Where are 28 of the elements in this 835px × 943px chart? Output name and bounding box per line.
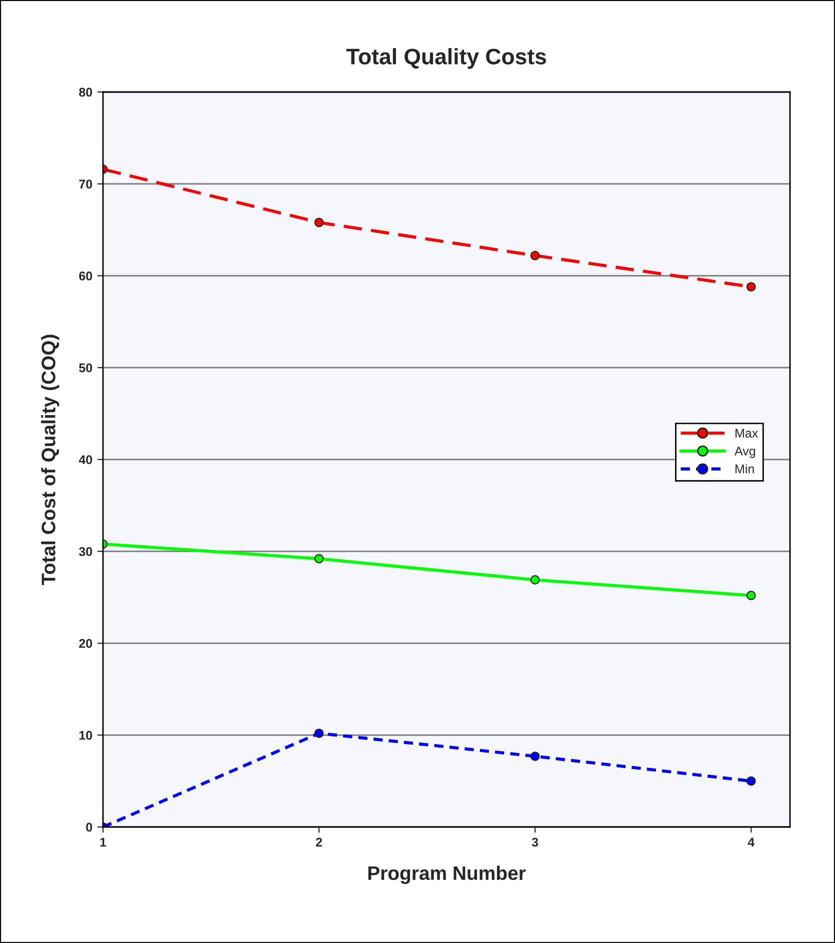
x-tick-label: 4 <box>748 838 755 846</box>
legend-label: Min <box>736 464 754 474</box>
point <box>530 575 540 585</box>
point <box>746 776 756 786</box>
y-tick-label: 30 <box>78 547 92 556</box>
point <box>746 590 756 600</box>
legend-label: Max <box>736 428 758 438</box>
chart-title: Total Quality Costs <box>346 48 546 69</box>
legend-label: Avg <box>734 446 756 458</box>
y-axis-title: Total Cost of Quality (COQ) <box>41 334 60 585</box>
y-tick-label: 80 <box>79 88 92 97</box>
point <box>530 752 540 761</box>
y-tick-label: 40 <box>78 455 92 464</box>
x-axis-title: Program Number <box>368 866 526 884</box>
y-tick-label: 50 <box>79 363 92 372</box>
x-tick-label: 3 <box>532 838 538 847</box>
point <box>746 282 756 292</box>
x-tick-label: 2 <box>316 838 322 846</box>
point <box>530 250 540 260</box>
point <box>314 554 324 564</box>
y-tick-label: 70 <box>79 180 92 189</box>
point <box>314 728 324 738</box>
point <box>314 218 324 228</box>
x-tick-label: 1 <box>100 838 106 846</box>
y-tick-label: 10 <box>79 730 92 740</box>
y-tick-label: 0 <box>86 822 92 832</box>
y-tick-label: 20 <box>79 639 92 648</box>
y-tick-label: 60 <box>79 272 92 280</box>
